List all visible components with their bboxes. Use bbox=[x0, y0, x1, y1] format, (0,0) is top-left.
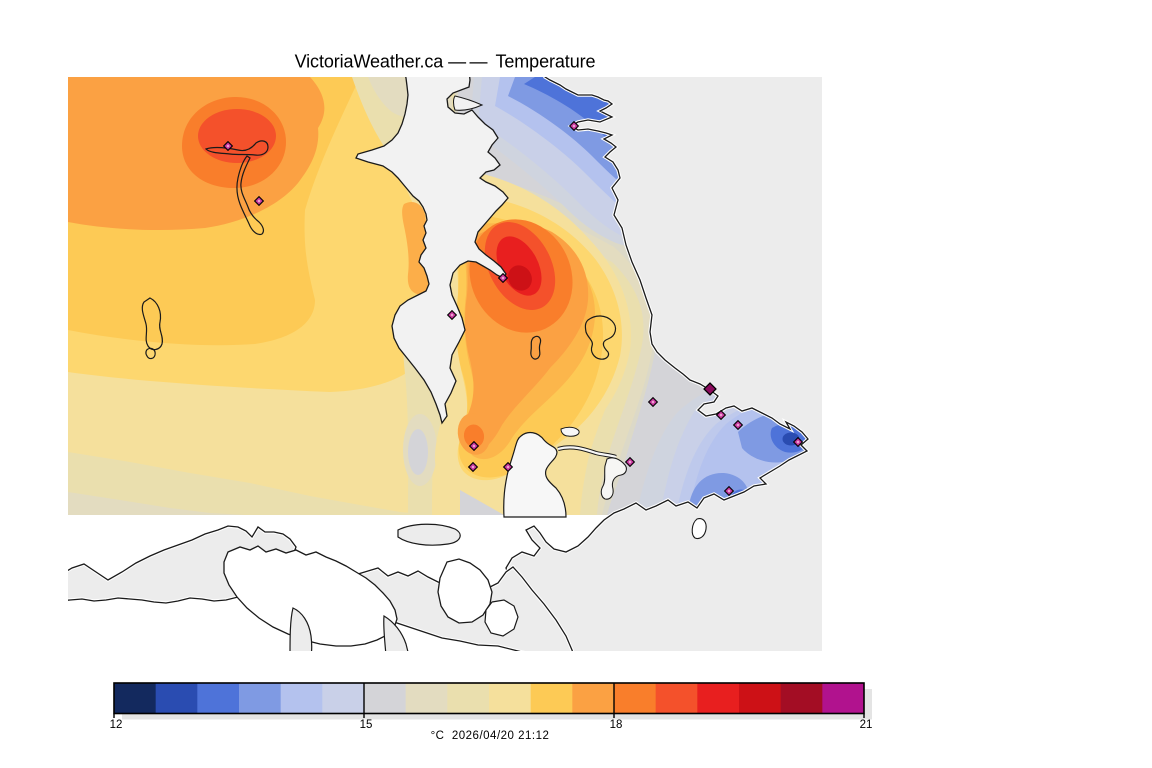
svg-text:15: 15 bbox=[360, 719, 373, 731]
svg-text:18: 18 bbox=[610, 719, 623, 731]
svg-text:VictoriaWeather.ca — — Temper: VictoriaWeather.ca — — Temperature bbox=[295, 52, 596, 72]
svg-text:°C 2026/04/20 21:12: °C 2026/04/20 21:12 bbox=[431, 730, 550, 742]
svg-text:21: 21 bbox=[860, 719, 873, 731]
svg-text:12: 12 bbox=[110, 719, 123, 731]
